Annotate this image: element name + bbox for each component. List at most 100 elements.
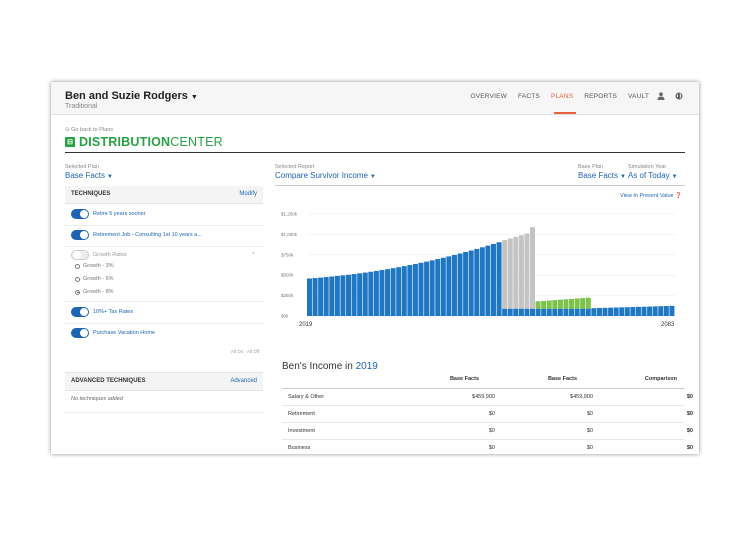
chart-bar-base[interactable] [602, 307, 608, 316]
nav-reports[interactable]: REPORTS [584, 93, 617, 100]
chart-bar-base[interactable] [385, 269, 391, 316]
chart-bar-base[interactable] [479, 247, 485, 316]
chart-bar-base[interactable] [312, 278, 318, 316]
chart-bar-base[interactable] [546, 308, 552, 316]
technique-label[interactable]: Retirement Job - Consulting 1st 10 years… [93, 232, 202, 238]
technique-toggle[interactable] [71, 250, 89, 260]
chart-bar-base[interactable] [557, 308, 563, 316]
chart-bar-base[interactable] [569, 308, 575, 316]
radio-button[interactable] [75, 263, 80, 269]
chart-bar-base[interactable] [424, 261, 430, 316]
client-selector[interactable]: Ben and Suzie Rodgers ▼ [65, 90, 198, 102]
chart-bar-base[interactable] [485, 245, 491, 316]
chart-bar-base[interactable] [401, 266, 407, 316]
chart-bar-base[interactable] [373, 270, 379, 316]
chart-bar-base[interactable] [641, 306, 647, 316]
chart-bar-base[interactable] [446, 256, 452, 316]
technique-toggle[interactable] [71, 307, 89, 317]
chart-bar-base[interactable] [457, 253, 463, 316]
chart-bar-base[interactable] [474, 248, 480, 316]
technique-label[interactable]: 10%+ Tax Rates [93, 309, 134, 315]
chart-bar-base[interactable] [351, 274, 357, 316]
chart-bar-base[interactable] [574, 308, 580, 316]
chart-bar-base[interactable] [518, 308, 524, 316]
chart-bar-base[interactable] [329, 276, 335, 316]
back-to-plans-link[interactable]: ⊙ Go back to Plans [65, 127, 114, 133]
chart-bar-base[interactable] [334, 275, 340, 316]
chart-bar-gap[interactable] [524, 233, 530, 309]
chart-bar-base[interactable] [368, 271, 374, 316]
chart-bar-base[interactable] [390, 268, 396, 316]
base-plan-dropdown[interactable]: Base Facts ▼ [578, 171, 626, 180]
growth-option[interactable]: Growth - 6% [75, 276, 114, 282]
chart-bar-base[interactable] [435, 259, 441, 316]
technique-label[interactable]: Purchase Vacation Home [93, 330, 155, 336]
chart-bar-base[interactable] [663, 306, 669, 316]
chart-bar-base[interactable] [396, 267, 402, 316]
technique-toggle[interactable] [71, 209, 89, 219]
chart-bar-survivor[interactable] [574, 298, 580, 309]
radio-button[interactable] [75, 276, 80, 282]
modify-link[interactable]: Modify [239, 191, 257, 197]
chart-bar-base[interactable] [463, 252, 469, 316]
chart-bar-base[interactable] [429, 260, 435, 316]
globe-icon[interactable] [675, 92, 683, 102]
growth-option[interactable]: Growth - 8% [75, 289, 114, 295]
chart-bar-gap[interactable] [513, 236, 519, 309]
chart-bar-base[interactable] [496, 242, 502, 316]
chart-bar-base[interactable] [535, 308, 541, 316]
chart-bar-base[interactable] [608, 307, 614, 316]
nav-plans[interactable]: PLANS [550, 93, 574, 100]
chart-bar-base[interactable] [491, 243, 496, 316]
chart-bar-survivor[interactable] [557, 299, 563, 309]
chart-bar-gap[interactable] [518, 235, 524, 309]
chart-bar-base[interactable] [563, 308, 569, 316]
all-on-off-links[interactable]: All On · All Off [231, 349, 260, 354]
nav-overview[interactable]: OVERVIEW [470, 93, 507, 100]
chart-bar-base[interactable] [635, 306, 641, 316]
chart-bar-base[interactable] [552, 308, 558, 316]
technique-label[interactable]: Retire 5 years sooner [93, 211, 146, 217]
chart-bar-base[interactable] [340, 275, 346, 316]
chart-bar-base[interactable] [647, 306, 653, 316]
chart-bar-base[interactable] [440, 257, 446, 316]
chart-bar-survivor[interactable] [541, 300, 547, 309]
chart-bar-base[interactable] [379, 270, 385, 316]
chart-bar-base[interactable] [412, 263, 418, 316]
chart-bar-gap[interactable] [502, 240, 508, 309]
chart-bar-base[interactable] [613, 307, 619, 316]
chart-bar-survivor[interactable] [585, 297, 591, 309]
radio-button-selected[interactable] [75, 289, 80, 295]
chart-bar-base[interactable] [658, 306, 664, 316]
chevron-up-icon[interactable]: ^ [252, 252, 255, 258]
chart-bar-base[interactable] [507, 308, 513, 316]
selected-report-dropdown[interactable]: Compare Survivor Income ▼ [275, 171, 376, 180]
chart-bar-base[interactable] [357, 273, 363, 316]
chart-bar-gap[interactable] [530, 227, 536, 309]
present-value-link[interactable]: View In Present Value ❓ [620, 193, 682, 199]
user-icon[interactable] [657, 92, 665, 102]
technique-label[interactable]: Growth Rates [93, 252, 127, 258]
chart-bar-base[interactable] [451, 254, 457, 316]
chart-bar-base[interactable] [591, 308, 597, 316]
chart-bar-survivor[interactable] [563, 299, 569, 309]
chart-bar-base[interactable] [418, 262, 424, 316]
chart-bar-base[interactable] [468, 250, 474, 316]
help-icon[interactable]: ❓ [675, 193, 682, 199]
chart-bar-base[interactable] [596, 308, 602, 316]
chart-bar-base[interactable] [307, 278, 312, 316]
chart-bar-base[interactable] [323, 277, 329, 316]
chart-bar-base[interactable] [346, 274, 352, 316]
chart-bar-base[interactable] [580, 308, 586, 316]
chart-bar-base[interactable] [318, 277, 324, 316]
technique-toggle[interactable] [71, 328, 89, 338]
chart-bar-survivor[interactable] [552, 300, 558, 309]
chart-bar-base[interactable] [513, 308, 519, 316]
growth-option[interactable]: Growth - 3% [75, 263, 114, 269]
chart-bar-gap[interactable] [507, 238, 513, 309]
advanced-link[interactable]: Advanced [230, 378, 257, 384]
chart-bar-survivor[interactable] [569, 298, 575, 309]
technique-toggle[interactable] [71, 230, 89, 240]
chart-bar-base[interactable] [362, 272, 368, 316]
chart-bar-base[interactable] [585, 308, 591, 316]
